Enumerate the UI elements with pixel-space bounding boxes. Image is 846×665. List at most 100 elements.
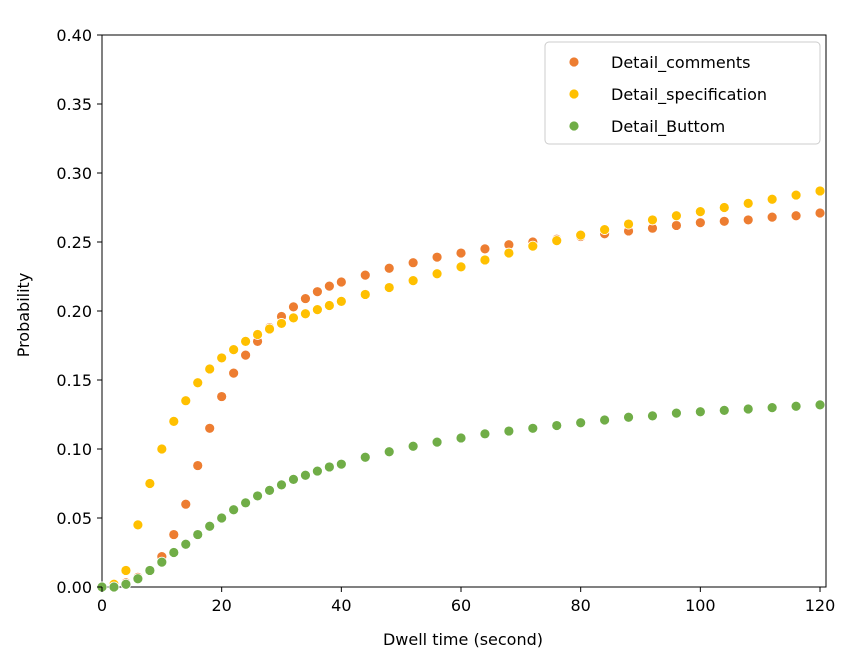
data-point (216, 512, 228, 524)
x-tick-label: 0 (97, 596, 107, 615)
data-point (288, 312, 299, 324)
data-point (383, 282, 395, 293)
data-point (814, 207, 826, 219)
data-point (252, 329, 263, 340)
data-point (407, 257, 419, 269)
x-tick-label: 40 (331, 596, 351, 615)
data-point (671, 210, 682, 222)
data-point (168, 415, 180, 427)
y-tick-label: 0.00 (56, 578, 92, 597)
data-point (694, 217, 706, 229)
data-point (228, 367, 240, 379)
data-point (323, 280, 335, 292)
data-point (455, 247, 467, 259)
axes-layer: 0 20 40 60 80 100 120 0.00 0.05 0.10 0.15 0.20 0.25 0… (56, 26, 835, 615)
x-tick-label: 60 (451, 596, 471, 615)
data-point (156, 556, 168, 568)
x-axis-label: Dwell time (second) (383, 630, 543, 649)
data-point (192, 377, 204, 389)
data-point (323, 300, 335, 311)
y-tick-label: 0.35 (56, 95, 92, 114)
data-point (694, 406, 706, 418)
data-point (252, 490, 263, 502)
data-point (108, 581, 120, 593)
y-axis-label: Probability (14, 273, 33, 358)
data-point (335, 458, 347, 470)
data-point (790, 210, 802, 222)
data-point (300, 308, 311, 320)
y-tick-label: 0.20 (56, 302, 92, 321)
data-point (790, 400, 802, 412)
data-point (718, 215, 730, 227)
data-point (359, 289, 371, 300)
data-point (671, 407, 682, 419)
data-point (192, 529, 204, 540)
data-point (192, 460, 204, 471)
data-point (311, 286, 323, 298)
data-point (288, 473, 299, 485)
data-point (623, 411, 634, 423)
data-point (156, 443, 168, 455)
data-point (216, 391, 228, 402)
data-point (766, 402, 778, 414)
data-point (479, 243, 491, 255)
legend-label: Detail_specification (611, 85, 767, 105)
data-point (431, 436, 443, 448)
data-point (180, 498, 192, 510)
y-tick-label: 0.30 (56, 164, 92, 183)
data-point (180, 395, 192, 407)
data-point (790, 189, 802, 201)
data-point (479, 428, 491, 440)
data-point (300, 293, 311, 304)
legend-marker (568, 120, 580, 132)
data-point (431, 251, 443, 263)
y-tick-label: 0.25 (56, 233, 92, 252)
data-point (671, 220, 682, 231)
y-tick-label: 0.05 (56, 509, 92, 528)
data-point (742, 197, 754, 209)
data-point (144, 565, 156, 576)
data-point (335, 295, 347, 307)
data-point (742, 214, 754, 226)
data-point (204, 363, 216, 375)
data-point (383, 446, 395, 458)
data-point (276, 318, 287, 329)
y-tick-label: 0.40 (56, 26, 92, 45)
data-point (168, 529, 180, 540)
x-tick-label: 20 (211, 596, 231, 615)
data-point (718, 404, 730, 416)
x-tick-label: 100 (685, 596, 716, 615)
data-point (240, 335, 252, 347)
legend-label: Detail_Buttom (611, 117, 725, 137)
data-point (455, 432, 467, 444)
data-point (168, 547, 180, 558)
legend: Detail_comments Detail_specification Detai… (544, 41, 821, 145)
data-point (503, 425, 515, 437)
data-point (300, 469, 311, 481)
data-point (240, 497, 252, 509)
data-point (479, 254, 491, 266)
x-tick-label: 80 (570, 596, 590, 615)
data-point (575, 229, 587, 241)
data-point (240, 349, 252, 361)
data-point (551, 420, 563, 431)
data-point (575, 417, 587, 429)
data-point (228, 344, 240, 356)
data-point (144, 478, 156, 489)
data-point (311, 304, 323, 316)
data-point (323, 461, 335, 473)
data-point (335, 276, 347, 288)
data-point (694, 206, 706, 218)
data-point (383, 262, 395, 274)
data-point (814, 399, 826, 411)
data-point (455, 261, 467, 273)
legend-marker (568, 88, 580, 100)
data-point (132, 519, 144, 531)
series-1 (96, 185, 826, 593)
data-point (431, 268, 443, 280)
data-point (204, 520, 216, 532)
data-point (766, 211, 778, 223)
data-point (311, 465, 323, 477)
